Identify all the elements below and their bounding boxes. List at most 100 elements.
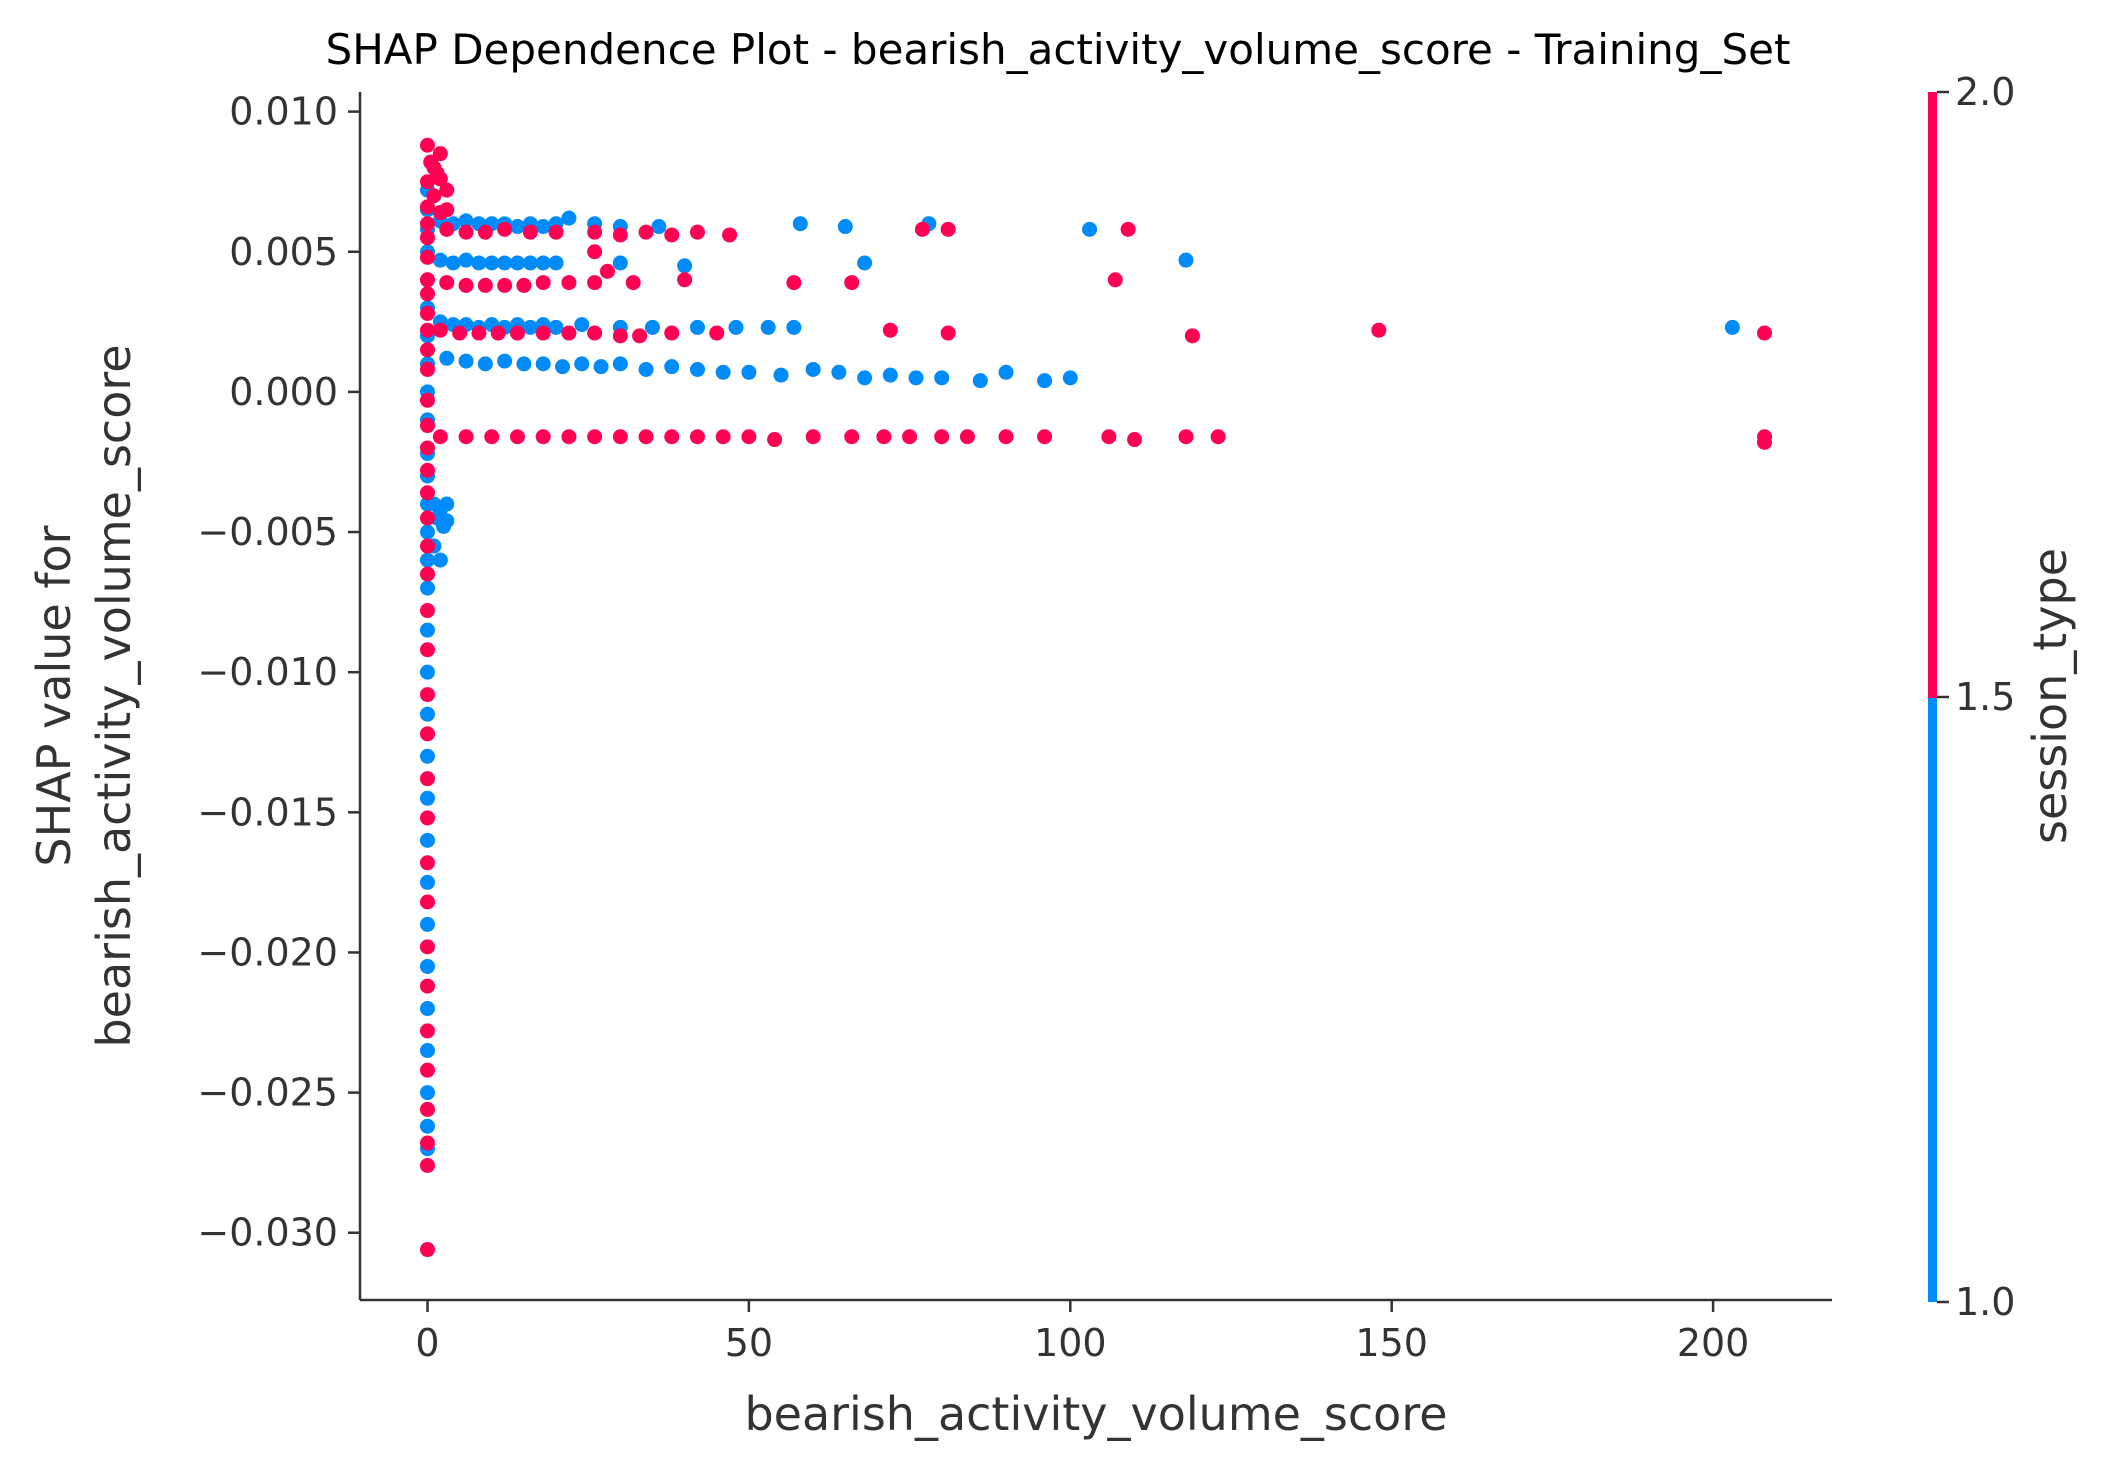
scatter-point-session-2.0 — [612, 227, 628, 243]
scatter-point-session-2.0 — [709, 325, 725, 341]
scatter-point-session-2.0 — [677, 272, 693, 288]
scatter-point-session-2.0 — [419, 485, 435, 501]
scatter-point-session-1.0 — [934, 370, 950, 386]
scatter-point-session-1.0 — [458, 213, 474, 229]
scatter-point-session-1.0 — [419, 622, 435, 638]
scatter-point-session-2.0 — [419, 510, 435, 526]
scatter-point-session-2.0 — [419, 174, 435, 190]
scatter-point-session-2.0 — [689, 429, 705, 445]
scatter-point-session-2.0 — [419, 418, 435, 434]
scatter-point-session-2.0 — [664, 429, 680, 445]
scatter-point-session-2.0 — [1037, 429, 1053, 445]
scatter-point-session-1.0 — [419, 1001, 435, 1017]
scatter-point-session-1.0 — [561, 210, 577, 226]
scatter-point-session-2.0 — [844, 429, 860, 445]
scatter-point-session-2.0 — [632, 328, 648, 344]
scatter-point-session-1.0 — [882, 367, 898, 383]
scatter-point-session-2.0 — [426, 188, 442, 204]
scatter-point-session-2.0 — [497, 221, 513, 237]
scatter-point-session-2.0 — [419, 230, 435, 246]
chart-title: SHAP Dependence Plot - bearish_activity_… — [326, 25, 1791, 74]
scatter-point-session-2.0 — [439, 221, 455, 237]
y-tick-label: 0.010 — [229, 90, 338, 134]
x-tick-label: 150 — [1355, 1321, 1428, 1365]
scatter-point-session-2.0 — [664, 227, 680, 243]
scatter-point-session-1.0 — [548, 255, 564, 271]
scatter-point-session-2.0 — [419, 855, 435, 871]
scatter-point-session-2.0 — [587, 429, 603, 445]
scatter-point-session-2.0 — [587, 325, 603, 341]
scatter-point-session-2.0 — [419, 392, 435, 408]
scatter-point-session-2.0 — [439, 182, 455, 198]
scatter-point-session-2.0 — [722, 227, 738, 243]
scatter-point-session-1.0 — [439, 513, 455, 529]
scatter-point-session-1.0 — [689, 361, 705, 377]
scatter-point-session-1.0 — [593, 359, 609, 375]
scatter-point-session-2.0 — [535, 429, 551, 445]
scatter-point-session-2.0 — [419, 1157, 435, 1173]
scatter-point-session-1.0 — [419, 748, 435, 764]
scatter-point-session-1.0 — [857, 255, 873, 271]
scatter-point-session-1.0 — [1724, 319, 1740, 335]
scatter-point-session-1.0 — [741, 364, 757, 380]
scatter-point-session-2.0 — [561, 275, 577, 291]
scatter-point-session-2.0 — [419, 361, 435, 377]
scatter-point-session-2.0 — [419, 322, 435, 338]
scatter-point-session-2.0 — [419, 687, 435, 703]
scatter-point-session-2.0 — [419, 1023, 435, 1039]
scatter-point-session-2.0 — [477, 277, 493, 293]
scatter-point-session-1.0 — [612, 356, 628, 372]
scatter-point-session-2.0 — [419, 566, 435, 582]
scatter-point-session-2.0 — [439, 275, 455, 291]
y-tick-label: 0.005 — [229, 230, 338, 274]
scatter-point-session-2.0 — [419, 771, 435, 787]
scatter-point-session-2.0 — [419, 642, 435, 658]
scatter-point-session-2.0 — [419, 286, 435, 302]
scatter-point-session-1.0 — [786, 319, 802, 335]
scatter-point-session-2.0 — [625, 275, 641, 291]
scatter-point-session-2.0 — [484, 429, 500, 445]
scatter-point-session-2.0 — [490, 325, 506, 341]
scatter-point-session-2.0 — [432, 322, 448, 338]
scatter-point-session-2.0 — [805, 429, 821, 445]
scatter-point-session-2.0 — [432, 146, 448, 162]
scatter-point-session-1.0 — [664, 359, 680, 375]
colorbar-tick-label: 2.0 — [1955, 70, 2015, 114]
scatter-point-session-1.0 — [522, 319, 538, 335]
scatter-point-session-2.0 — [587, 224, 603, 240]
scatter-point-session-2.0 — [419, 603, 435, 619]
scatter-point-session-2.0 — [419, 810, 435, 826]
scatter-point-session-2.0 — [741, 429, 757, 445]
scatter-point-session-2.0 — [471, 325, 487, 341]
scatter-point-session-1.0 — [419, 580, 435, 596]
colorbar: 1.0 1.5 2.0 session_type — [1928, 70, 2077, 1324]
colorbar-tick-label: 1.0 — [1955, 1280, 2015, 1324]
scatter-point-session-1.0 — [419, 664, 435, 680]
scatter-point-session-1.0 — [458, 353, 474, 369]
scatter-point-session-2.0 — [419, 1242, 435, 1258]
scatter-point-session-2.0 — [419, 199, 435, 215]
scatter-point-session-2.0 — [587, 275, 603, 291]
scatter-point-session-1.0 — [522, 255, 538, 271]
scatter-point-session-2.0 — [664, 325, 680, 341]
scatter-point-session-1.0 — [419, 958, 435, 974]
scatter-point-session-2.0 — [882, 322, 898, 338]
scatter-point-session-2.0 — [452, 325, 468, 341]
colorbar-label: session_type — [2023, 548, 2077, 844]
scatter-point-session-1.0 — [831, 364, 847, 380]
scatter-point-session-2.0 — [432, 429, 448, 445]
scatter-point-session-2.0 — [419, 216, 435, 232]
scatter-point-session-2.0 — [419, 894, 435, 910]
scatter-point-session-2.0 — [522, 224, 538, 240]
scatter-point-session-1.0 — [509, 255, 525, 271]
scatter-point-session-1.0 — [1178, 252, 1194, 268]
scatter-point-session-1.0 — [760, 319, 776, 335]
scatter-point-session-2.0 — [1757, 325, 1773, 341]
x-tick-label: 0 — [415, 1321, 439, 1365]
scatter-point-session-1.0 — [638, 361, 654, 377]
scatter-point-session-2.0 — [477, 224, 493, 240]
scatter-point-session-2.0 — [419, 305, 435, 321]
scatter-point-session-1.0 — [516, 356, 532, 372]
scatter-point-session-2.0 — [914, 221, 930, 237]
